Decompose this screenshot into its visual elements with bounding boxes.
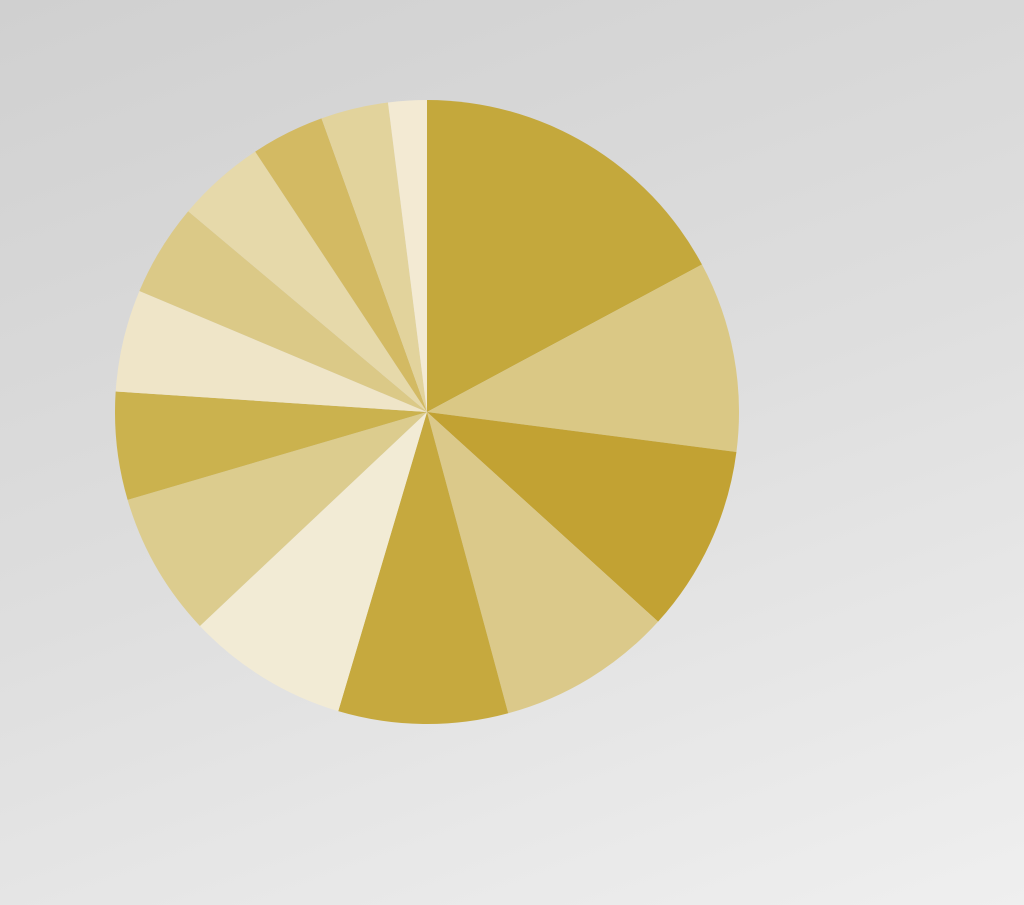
pie-slice: [321, 102, 427, 413]
pie-slice: [387, 100, 427, 412]
pie-slice: [127, 412, 427, 626]
pie-slice: [427, 100, 702, 412]
pie-slice: [199, 412, 427, 712]
pie-slice: [427, 412, 737, 622]
pie-slice: [115, 291, 428, 412]
pie-slice: [255, 118, 427, 412]
pie-slice: [427, 264, 740, 452]
pie-slice: [115, 391, 427, 500]
pie-slice: [139, 211, 427, 412]
pie-slice: [188, 151, 427, 412]
pie-slice: [338, 412, 509, 724]
pie-slice: [427, 412, 659, 714]
